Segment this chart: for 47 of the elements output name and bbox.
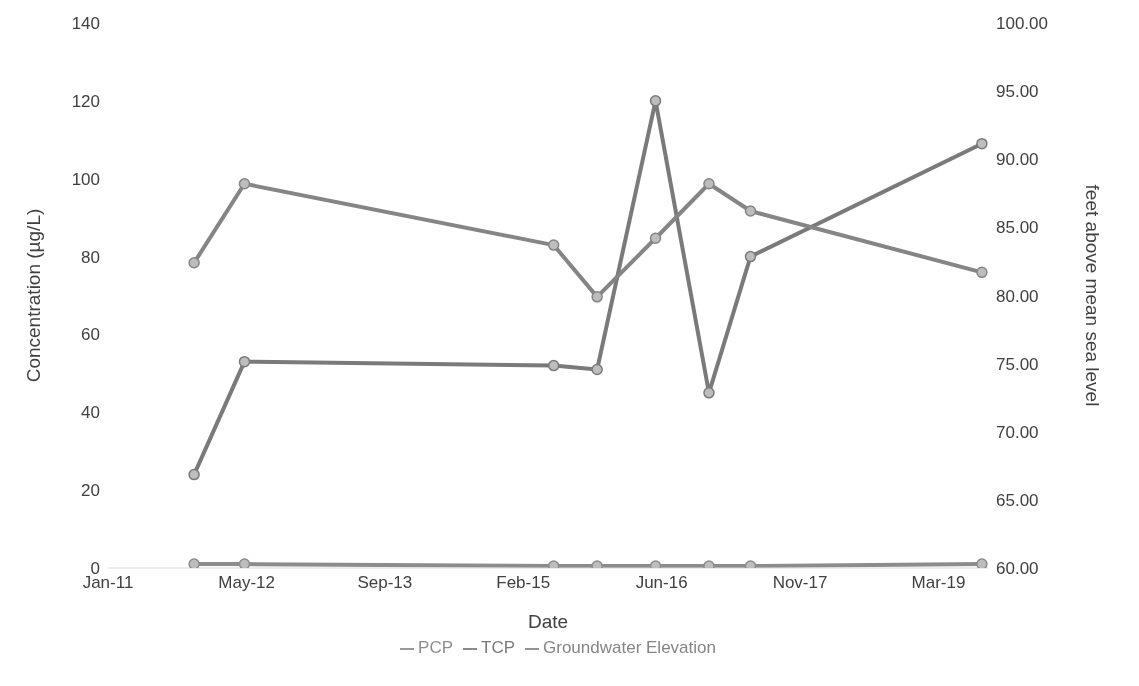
point — [649, 232, 662, 245]
y2-tick-label: 80.00 — [996, 286, 1039, 306]
y-tick-label: 40 — [81, 403, 100, 423]
x-tick-label: Feb-15 — [496, 573, 551, 593]
x-tick-label: Nov-17 — [772, 573, 828, 593]
point — [238, 558, 251, 568]
y2-axis-title: feet above mean sea level — [1082, 184, 1104, 407]
y-tick-label: 60 — [81, 325, 100, 345]
point — [238, 355, 251, 368]
point — [976, 558, 988, 568]
point — [188, 468, 200, 481]
point — [591, 363, 603, 376]
legend-label: PCP — [418, 638, 454, 657]
y-tick-label: 80 — [81, 247, 100, 267]
x-tick-label: May-12 — [218, 573, 276, 593]
point — [744, 205, 757, 217]
y-tick-label: 100 — [71, 169, 100, 189]
point — [976, 137, 988, 150]
point — [703, 178, 715, 190]
x-tick-label: Sep-13 — [357, 573, 413, 593]
point — [238, 178, 251, 190]
y2-tick-label: 95.00 — [996, 82, 1039, 102]
y2-tick-label: 75.00 — [996, 354, 1039, 374]
y-tick-label: 20 — [81, 481, 100, 501]
y2-tick-label: 90.00 — [996, 150, 1039, 170]
y2-tick-label: 65.00 — [996, 490, 1039, 510]
x-axis-title: Date — [527, 611, 569, 632]
y2-tick-label: 85.00 — [996, 218, 1039, 238]
point — [547, 239, 560, 251]
point — [188, 257, 200, 269]
legend-label: TCP — [481, 638, 516, 657]
y2-tick-label: 70.00 — [996, 422, 1039, 442]
x-tick-label: Jun-16 — [635, 573, 688, 593]
y-axis-title: Concentration (µg/L) — [22, 208, 44, 383]
y-tick-label: 140 — [71, 14, 100, 34]
point — [976, 266, 988, 279]
y2-tick-label: 100.00 — [996, 14, 1048, 34]
point — [649, 95, 662, 107]
y-tick-label: 120 — [71, 91, 100, 111]
point — [744, 250, 757, 263]
x-tick-label: Mar-19 — [911, 573, 966, 593]
point — [591, 291, 603, 303]
point — [547, 359, 560, 372]
point — [188, 558, 200, 568]
legend-label: Groundwater Elevation — [543, 638, 716, 657]
y2-tick-label: 60.00 — [996, 559, 1039, 579]
point — [703, 387, 715, 399]
